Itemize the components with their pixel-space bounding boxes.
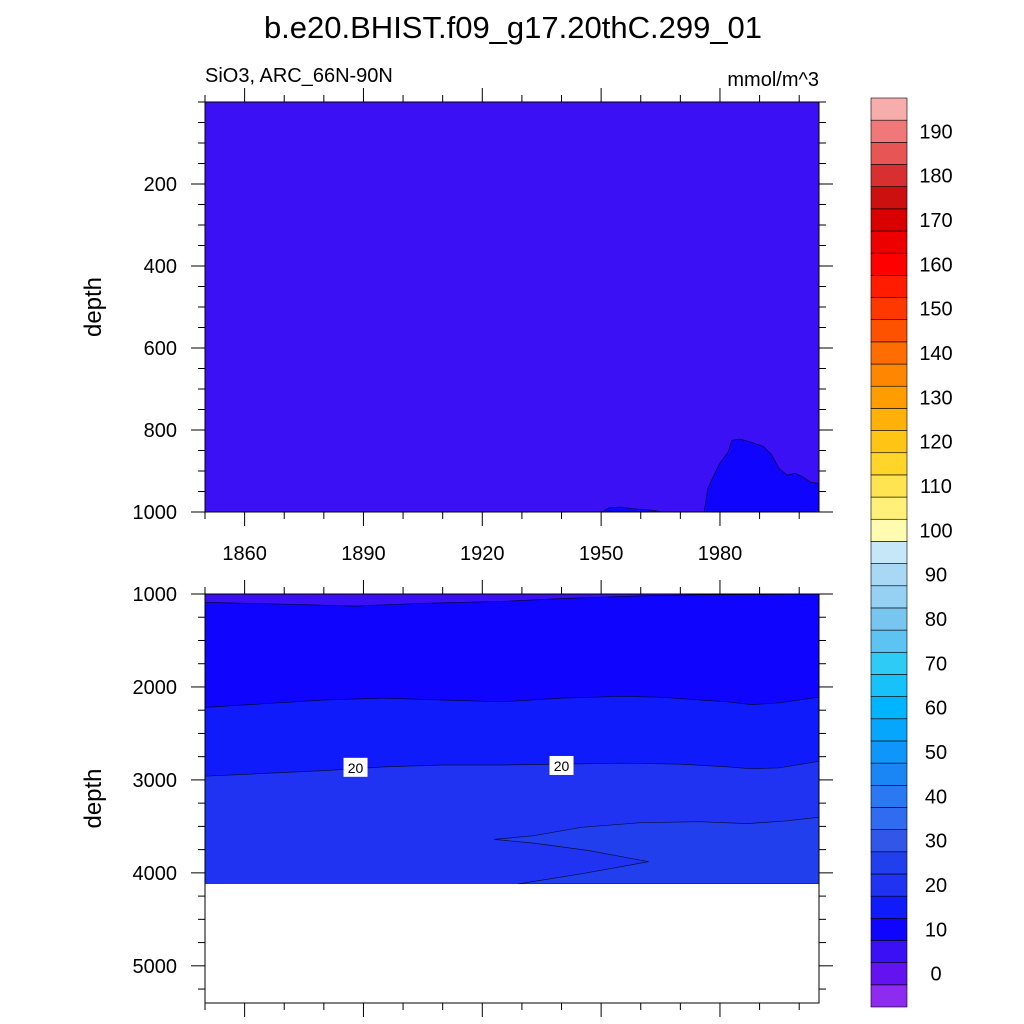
colorbar-box-195	[870, 97, 908, 121]
colorbar-label-140: 140	[919, 343, 952, 365]
colorbar-box-65	[870, 674, 908, 697]
colorbar-box-155	[870, 275, 908, 298]
colorbar-box-85	[870, 585, 908, 609]
colorbar-box--5	[870, 984, 908, 1008]
lower-y-tick-label-2: 3000	[133, 770, 178, 792]
lower-y-tick-label-3: 4000	[133, 863, 178, 885]
colorbar-box-165	[870, 230, 908, 254]
colorbar-box-175	[870, 186, 908, 210]
lower-contour-label-1: 20	[554, 758, 570, 774]
upper-x-tick-label-2: 1920	[460, 543, 505, 565]
lower-contour-label-0: 20	[348, 760, 364, 776]
lower-below-floor	[205, 884, 819, 1003]
colorbar-box-185	[870, 142, 908, 165]
variable-label: SiO3, ARC_66N-90N	[205, 65, 393, 87]
colorbar-box-180	[870, 164, 908, 187]
colorbar-box-95	[870, 541, 908, 564]
colorbar-box-55	[870, 718, 908, 742]
lower-contour-line-2	[204, 695, 820, 708]
upper-panel: 200 400 600 800 1000 1860 1890 1920 1950 1980 dept…	[80, 88, 833, 565]
colorbar-box-50	[870, 740, 908, 764]
colorbar-label-130: 130	[919, 387, 952, 409]
colorbar-box-45	[870, 762, 908, 786]
units-label: mmol/m^3	[727, 69, 819, 91]
lower-contour-line-1	[204, 593, 820, 607]
colorbar-box-105	[870, 496, 908, 520]
colorbar-box-120	[870, 430, 908, 454]
colorbar-box-125	[870, 408, 908, 431]
upper-x-tick-label-1: 1890	[341, 543, 386, 565]
upper-y-tick-label-0: 200	[144, 174, 177, 196]
colorbar-label-190: 190	[919, 121, 952, 143]
colorbar-label-50: 50	[925, 742, 947, 764]
colorbar-box-5	[870, 940, 908, 963]
colorbar-label-20: 20	[925, 875, 947, 897]
upper-x-tick-label-4: 1980	[698, 543, 743, 565]
lower-contour-label-box-1	[549, 755, 574, 775]
colorbar-box-35	[870, 807, 908, 830]
lower-panel: 20 20 1000 2000 3000 4000 5000 depth	[80, 580, 833, 1017]
upper-y-tick-label-4: 1000	[133, 502, 178, 524]
colorbar-label-70: 70	[925, 653, 947, 675]
colorbar-label-150: 150	[919, 299, 952, 321]
colorbar-box-140	[870, 341, 908, 365]
colorbar-label-60: 60	[925, 698, 947, 720]
colorbar-box-60	[870, 696, 908, 720]
colorbar-label-90: 90	[925, 565, 947, 587]
colorbar-box-170	[870, 208, 908, 232]
colorbar-box-135	[870, 363, 908, 387]
colorbar-box-110	[870, 474, 908, 498]
upper-y-tick-label-2: 600	[144, 338, 177, 360]
lower-frame	[204, 593, 820, 1004]
colorbar-box-70	[870, 651, 908, 675]
colorbar-box-160	[870, 252, 908, 276]
colorbar-label-40: 40	[925, 786, 947, 808]
colorbar-box-25	[870, 851, 908, 875]
upper-y-tick-label-1: 400	[144, 256, 177, 278]
colorbar-label-100: 100	[919, 520, 952, 542]
colorbar-box-10	[870, 918, 908, 941]
upper-y-tick-label-3: 800	[144, 420, 177, 442]
colorbar-label-170: 170	[919, 210, 952, 232]
chart-title: b.e20.BHIST.f09_g17.20thC.299_01	[264, 10, 762, 45]
colorbar-box-75	[870, 629, 908, 653]
colorbar-label-30: 30	[925, 831, 947, 853]
lower-y-tick-label-1: 2000	[133, 677, 178, 699]
colorbar-box-80	[870, 607, 908, 631]
colorbar-box-190	[870, 119, 908, 143]
colorbar-label-0: 0	[930, 964, 941, 986]
colorbar-box-100	[870, 518, 908, 542]
lower-y-tick-label-0: 1000	[133, 584, 178, 606]
lower-band-2	[204, 695, 820, 777]
colorbar-box-115	[870, 452, 908, 476]
colorbar-label-180: 180	[919, 166, 952, 188]
upper-region-1	[703, 438, 820, 513]
colorbar-box-90	[870, 563, 908, 587]
lower-band-1	[204, 593, 820, 708]
colorbar-label-10: 10	[925, 919, 947, 941]
upper-x-tick-label-0: 1860	[222, 543, 267, 565]
colorbar-label-80: 80	[925, 609, 947, 631]
upper-x-tick-label-3: 1950	[579, 543, 624, 565]
colorbar-box-130	[870, 385, 908, 409]
colorbar-box-145	[870, 319, 908, 343]
colorbar-label-160: 160	[919, 254, 952, 276]
lower-y-tick-label-4: 5000	[133, 956, 178, 978]
upper-background-fill	[205, 102, 819, 512]
colorbar-box-40	[870, 784, 908, 808]
colorbar-box-15	[870, 895, 908, 919]
colorbar-box-20	[870, 873, 908, 897]
colorbar-label-120: 120	[919, 432, 952, 454]
lower-contour-label-box-0	[343, 757, 368, 777]
colorbar-box-30	[870, 829, 908, 853]
colorbar-box-150	[870, 297, 908, 321]
colorbar-label-110: 110	[920, 476, 952, 498]
colorbar: 0 10 20 30 40 50 60 70 80 90 100 110 120 130 140 150 160…	[870, 97, 953, 1008]
upper-y-axis-label: depth	[80, 277, 107, 337]
colorbar-box-0	[870, 962, 908, 986]
lower-y-axis-label: depth	[80, 768, 107, 828]
